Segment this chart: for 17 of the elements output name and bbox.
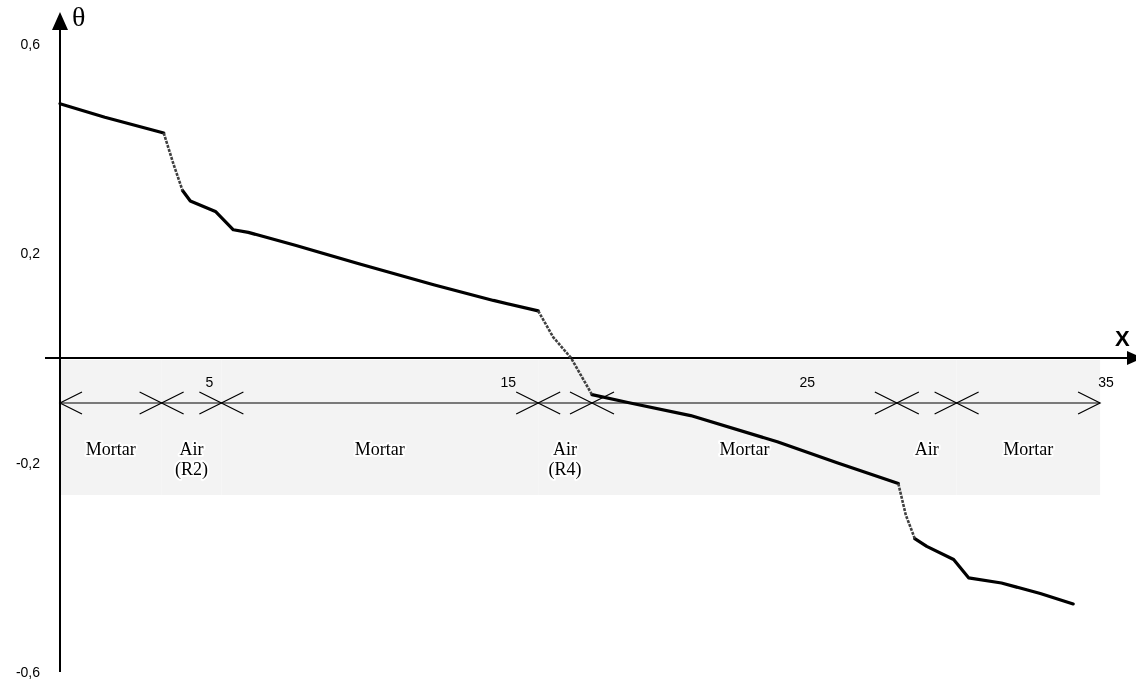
- y-axis-title: θ: [72, 1, 86, 32]
- band-label: Air: [914, 439, 939, 459]
- band-label: Mortar: [85, 439, 136, 459]
- band-label: Mortar: [1003, 439, 1054, 459]
- y-tick-label: -0,2: [15, 454, 41, 471]
- x-tick-label: 5: [205, 374, 214, 390]
- x-axis-title: X: [1115, 326, 1130, 351]
- x-tick-label: 25: [799, 374, 816, 390]
- band-label: Air (R4): [548, 439, 582, 480]
- y-tick-label: 0,6: [20, 35, 41, 52]
- band-label: Mortar: [354, 439, 405, 459]
- y-tick-label: 0,2: [20, 245, 41, 262]
- band-label: Mortar: [719, 439, 770, 459]
- band-label: Air (R2): [175, 439, 208, 480]
- x-tick-label: 35: [1098, 374, 1115, 390]
- x-tick-label: 15: [500, 374, 517, 390]
- y-tick-label: -0,6: [15, 663, 41, 680]
